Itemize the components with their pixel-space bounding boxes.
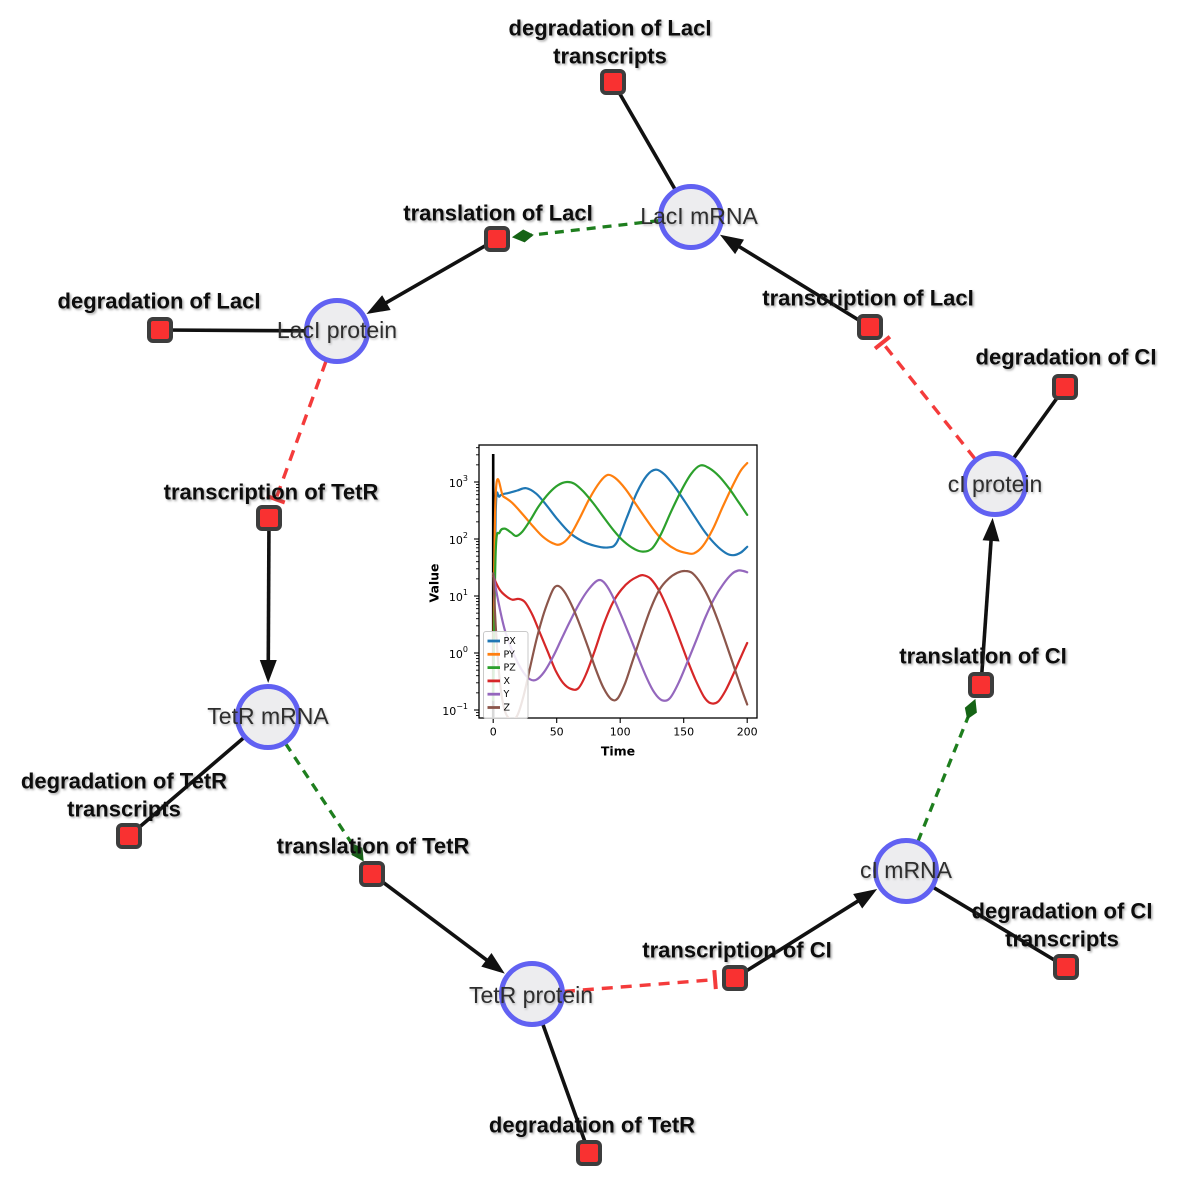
translation-of-ci-label: translation of CI — [899, 644, 1066, 669]
x-axis-tick-label: 100 — [610, 726, 631, 739]
edge-production-transcription-of-ci-to-ci-mrna-arrowhead-icon — [853, 889, 878, 909]
edge-production-translation-of-ci-to-ci-protein — [979, 535, 994, 686]
edge-production-translation-of-tetr-to-tetr-protein-arrowhead-icon — [481, 953, 505, 974]
ci-protein-label: cI protein — [948, 471, 1043, 497]
x-axis-tick-label: 200 — [737, 726, 758, 739]
edge-production-transcription-of-laci-to-laci-mrna — [734, 242, 871, 329]
edge-inhibition-ci-protein-to-transcription-of-laci — [881, 341, 977, 461]
translation-of-tetr-label: translation of TetR — [277, 834, 470, 859]
reaction-node-transcription-of-ci — [722, 965, 748, 991]
reaction-node-translation-of-tetr — [359, 861, 385, 887]
degradation-of-laci-label: degradation of LacI — [58, 289, 261, 314]
x-axis-tick-label: 0 — [490, 726, 497, 739]
tetr-protein-label: TetR protein — [469, 982, 593, 1008]
edges — [127, 81, 1067, 1154]
reaction-node-transcription-of-laci — [857, 314, 883, 340]
legend-label-Z: Z — [504, 703, 511, 714]
reaction-node-transcription-of-tetr — [256, 505, 282, 531]
edge-catalysis-ci-mrna-to-translation-of-ci — [916, 715, 970, 842]
edge-catalysis-tetr-mrna-to-translation-of-tetr-arrowhead-icon — [351, 843, 364, 862]
legend-label-PY: PY — [504, 649, 516, 660]
edge-consumption-tetr-protein-to-degradation-of-tetr — [540, 1021, 591, 1154]
y-axis-tick-label: 10−1 — [442, 702, 468, 718]
reaction-node-translation-of-laci — [484, 226, 510, 252]
edge-catalysis-laci-mrna-to-translation-of-laci-arrowhead-icon — [511, 229, 534, 243]
y-axis-tick-label: 103 — [449, 474, 468, 490]
degradation-of-ci-transcripts-label: transcripts — [1005, 927, 1119, 952]
laci-protein-label: LacI protein — [277, 317, 397, 343]
species-node-tetr-mrna — [235, 684, 301, 750]
series-line-X — [492, 573, 749, 705]
degradation-of-ci-label: degradation of CI — [976, 345, 1157, 370]
y-axis-tick-label: 101 — [449, 588, 468, 604]
tetr-mrna-label: TetR mRNA — [207, 703, 329, 729]
ci-mrna-label: cI mRNA — [860, 857, 953, 883]
edge-inhibition-laci-protein-to-transcription-of-tetr-tbar-icon — [266, 494, 286, 505]
edge-inhibition-laci-protein-to-transcription-of-tetr — [274, 360, 328, 500]
degradation-of-tetr-transcripts-label: degradation of TetR — [21, 769, 227, 794]
degradation-of-laci-transcripts-label: transcripts — [553, 44, 667, 69]
edge-consumption-laci-protein-to-degradation-of-laci — [159, 328, 308, 333]
transcription-of-tetr-label: transcription of TetR — [164, 480, 379, 505]
y-axis-tick-label: 102 — [449, 531, 468, 547]
node-labels: LacI mRNA LacI protein TetR mRNA TetR prote… — [21, 16, 1157, 1138]
reaction-node-degradation-of-laci — [147, 317, 173, 343]
x-axis-title: Time — [601, 744, 635, 759]
edge-production-translation-of-tetr-to-tetr-protein — [370, 872, 492, 965]
species-node-ci-protein — [962, 451, 1028, 517]
reaction-node-degradation-of-ci-transcripts — [1053, 954, 1079, 980]
species-node-laci-protein — [304, 298, 370, 364]
degradation-of-laci-transcripts-label: degradation of LacI — [509, 16, 712, 41]
reaction-node-degradation-of-ci — [1052, 374, 1078, 400]
laci-mrna-label: LacI mRNA — [640, 203, 758, 229]
legend-label-Y: Y — [503, 689, 510, 700]
edge-production-transcription-of-ci-to-ci-mrna — [734, 897, 863, 980]
edge-catalysis-ci-mrna-to-translation-of-ci-arrowhead-icon — [964, 698, 977, 720]
species-node-tetr-protein — [499, 961, 565, 1027]
edge-inhibition-tetr-protein-to-transcription-of-ci-tbar-icon — [712, 969, 718, 990]
edge-inhibition-ci-protein-to-transcription-of-laci-tbar-icon — [873, 335, 892, 351]
x-axis-tick-label: 50 — [550, 726, 564, 739]
y-axis-tick-label: 100 — [449, 645, 468, 661]
edge-consumption-ci-mrna-to-degradation-of-ci-transcripts — [930, 884, 1067, 969]
species-node-ci-mrna — [873, 838, 939, 904]
transcription-of-laci-label: transcription of LacI — [762, 286, 973, 311]
degradation-of-tetr-label: degradation of TetR — [489, 1113, 695, 1138]
edge-production-translation-of-laci-to-laci-protein — [381, 237, 498, 307]
transcription-of-ci-label: transcription of CI — [642, 938, 831, 963]
legend: PX PY PZ XYZ — [483, 631, 529, 719]
edge-production-translation-of-laci-to-laci-protein-arrowhead-icon — [366, 295, 391, 315]
edge-production-transcription-of-laci-to-laci-mrna-arrowhead-icon — [719, 234, 745, 255]
edge-inhibition-tetr-protein-to-transcription-of-ci — [563, 977, 716, 994]
reaction-node-degradation-of-tetr-transcripts — [116, 823, 142, 849]
legend-label-PZ: PZ — [504, 663, 517, 674]
edge-consumption-tetr-mrna-to-degradation-of-tetr-transcripts — [127, 735, 247, 838]
species-node-laci-mrna — [658, 184, 724, 250]
y-axis-title: Value — [427, 563, 442, 602]
edge-catalysis-laci-mrna-to-translation-of-laci — [530, 218, 660, 237]
reaction-node-translation-of-ci — [968, 672, 994, 698]
degradation-of-ci-transcripts-label: degradation of CI — [972, 899, 1153, 924]
series-line-PY — [492, 462, 749, 702]
edge-consumption-laci-mrna-to-degradation-of-laci-transcripts — [611, 81, 678, 192]
edge-production-transcription-of-tetr-to-tetr-mrna — [266, 517, 271, 666]
edge-catalysis-tetr-mrna-to-translation-of-tetr — [284, 742, 355, 847]
reaction-node-degradation-of-laci-transcripts — [600, 69, 626, 95]
edge-production-transcription-of-tetr-to-tetr-mrna-arrowhead-icon — [259, 659, 277, 684]
reaction-node-degradation-of-tetr — [576, 1140, 602, 1166]
translation-of-laci-label: translation of LacI — [403, 201, 592, 226]
legend-label-PX: PX — [504, 636, 517, 647]
degradation-of-tetr-transcripts-label: transcripts — [67, 797, 181, 822]
legend-label-X: X — [504, 676, 511, 687]
series-line-PZ — [492, 464, 749, 702]
nodes — [116, 69, 1079, 1166]
edge-production-translation-of-ci-to-ci-protein-arrowhead-icon — [982, 517, 1000, 542]
x-axis-tick-label: 150 — [673, 726, 694, 739]
